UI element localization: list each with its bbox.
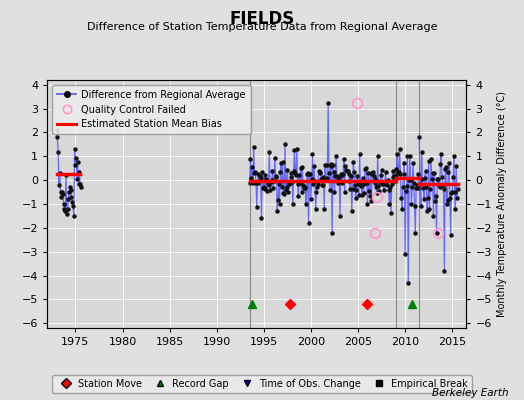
Text: FIELDS: FIELDS	[230, 10, 294, 28]
Legend: Station Move, Record Gap, Time of Obs. Change, Empirical Break: Station Move, Record Gap, Time of Obs. C…	[52, 375, 472, 392]
Text: Berkeley Earth: Berkeley Earth	[432, 388, 508, 398]
Text: Difference of Station Temperature Data from Regional Average: Difference of Station Temperature Data f…	[87, 22, 437, 32]
Y-axis label: Monthly Temperature Anomaly Difference (°C): Monthly Temperature Anomaly Difference (…	[497, 91, 507, 317]
